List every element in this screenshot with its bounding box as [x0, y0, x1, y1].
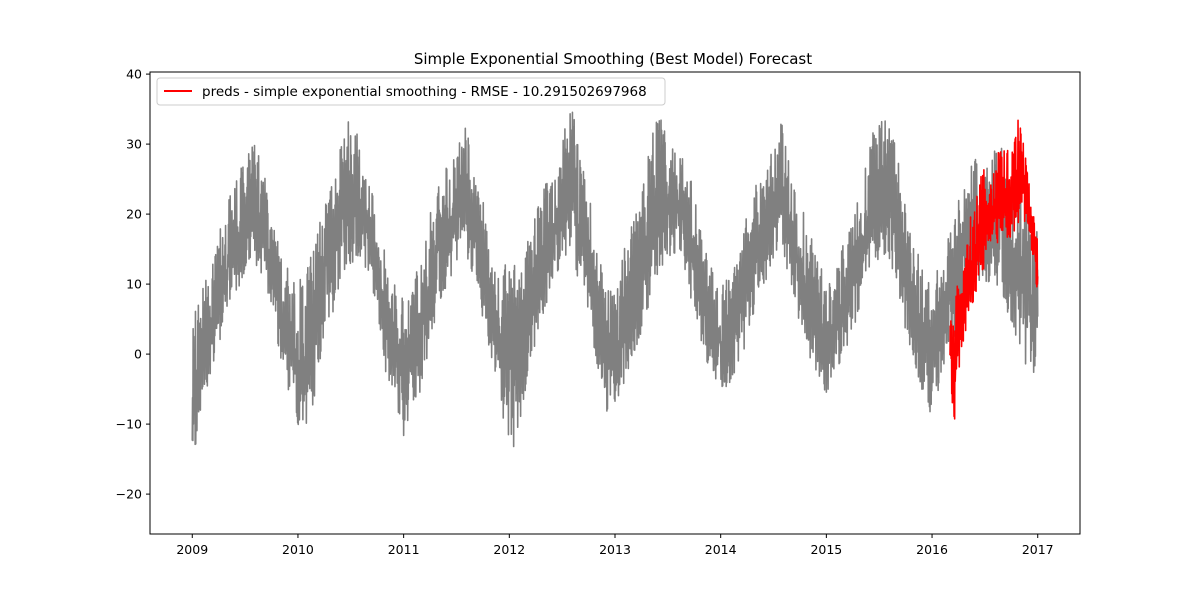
y-tick-label: 30 [126, 137, 142, 152]
y-tick-label: 20 [126, 207, 142, 222]
x-tick-label: 2010 [282, 542, 314, 557]
x-tick-label: 2013 [599, 542, 631, 557]
y-tick-label: 40 [126, 67, 142, 82]
legend-frame [156, 77, 666, 106]
x-tick-label: 2016 [916, 542, 948, 557]
chart-title: Simple Exponential Smoothing (Best Model… [414, 50, 812, 68]
legend-label: preds - simple exponential smoothing - R… [202, 84, 647, 100]
y-tick-label: −10 [116, 417, 142, 432]
x-tick-label: 2009 [176, 542, 208, 557]
series-line-1 [949, 119, 1039, 420]
x-tick-label: 2015 [810, 542, 842, 557]
x-tick-label: 2017 [1022, 542, 1054, 557]
x-tick-label: 2012 [493, 542, 525, 557]
y-tick-label: −20 [116, 487, 142, 502]
y-tick-label: 0 [134, 347, 142, 362]
series-layer [191, 111, 1039, 448]
series-line-0 [191, 111, 1039, 448]
legend: preds - simple exponential smoothing - R… [156, 77, 666, 106]
x-tick-label: 2011 [388, 542, 420, 557]
axes-layer: 2009 2010 2011 2012 2013 2014 2015 2016 2017−20−… [116, 67, 1081, 557]
y-tick-label: 10 [126, 277, 142, 292]
x-tick-label: 2014 [705, 542, 737, 557]
